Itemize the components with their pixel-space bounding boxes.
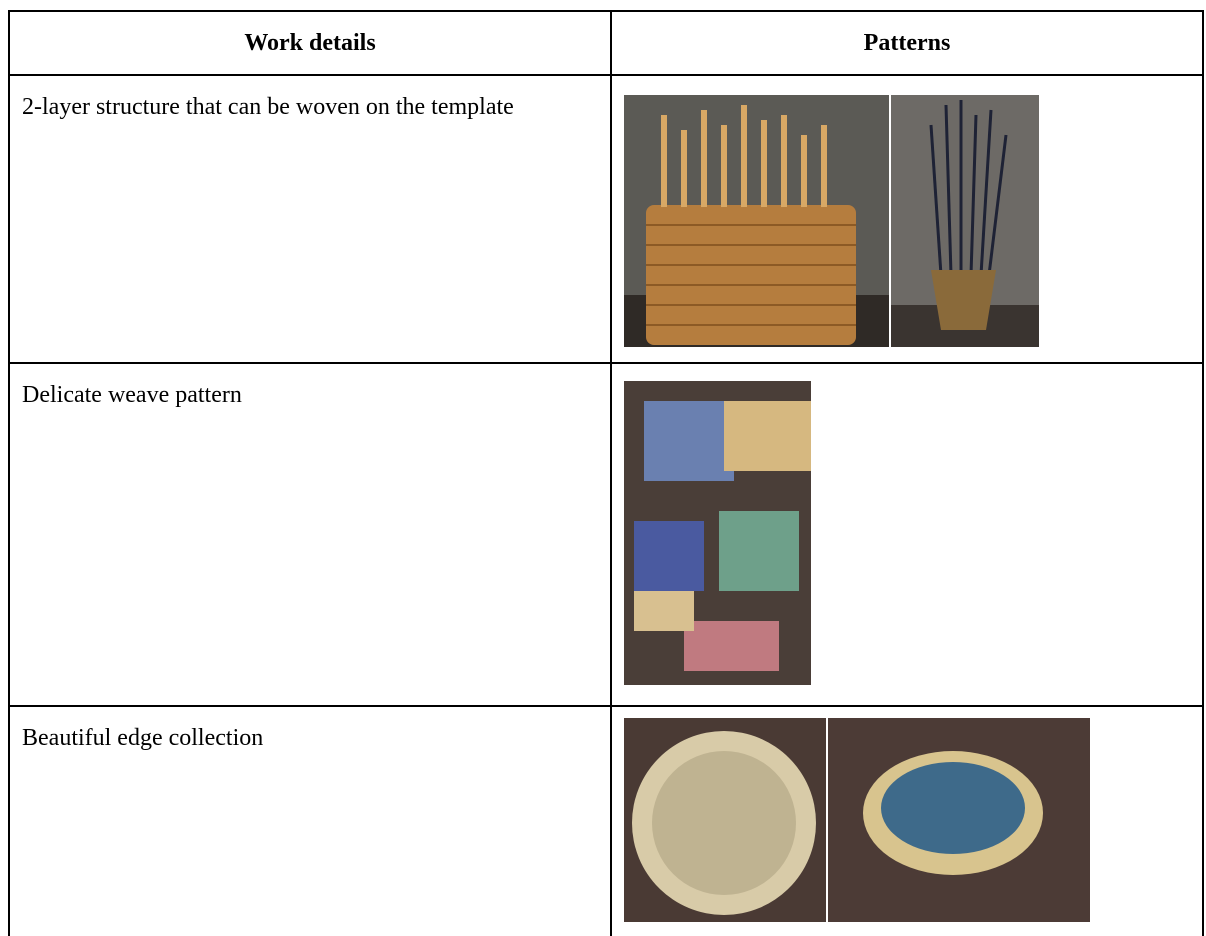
row: 2-layer structure that can be woven on t… <box>8 74 1204 364</box>
basket-photo <box>624 95 889 347</box>
pattern-images <box>624 718 1202 922</box>
pattern-cell <box>610 362 1204 707</box>
pattern-images <box>624 381 1202 685</box>
header-cell: Work details <box>8 10 612 76</box>
pattern-images <box>624 95 1202 347</box>
header-cell: Patterns <box>610 10 1204 76</box>
work-detail: Beautiful edge collection <box>8 705 612 936</box>
header-row: Work details Patterns <box>8 10 1204 76</box>
vase-photo <box>891 95 1039 347</box>
row: Beautiful edge collection <box>8 705 1204 936</box>
work-detail: Delicate weave pattern <box>8 362 612 707</box>
weave-photo <box>624 381 811 685</box>
pattern-cell <box>610 74 1204 364</box>
oval-pattern-photo <box>828 718 1090 922</box>
patterns-table: Work details Patterns 2-layer structure … <box>8 10 1204 936</box>
round-tray-photo <box>624 718 826 922</box>
row: Delicate weave pattern <box>8 362 1204 707</box>
work-detail: 2-layer structure that can be woven on t… <box>8 74 612 364</box>
pattern-cell <box>610 705 1204 936</box>
